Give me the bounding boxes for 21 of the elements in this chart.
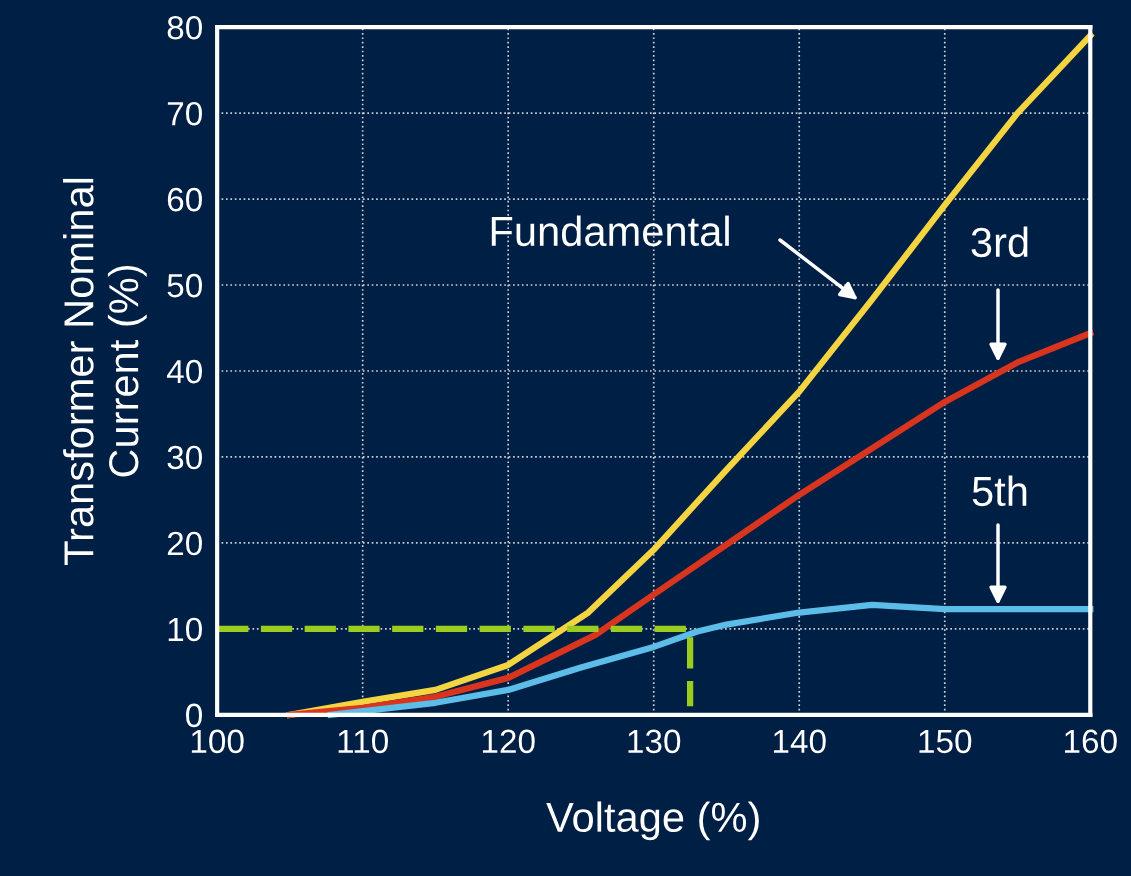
annotation: 3rd <box>971 226 1028 258</box>
x-tick-label: 100 <box>191 729 244 754</box>
y-tick-label: 50 <box>167 273 202 298</box>
x-tick-label: 140 <box>773 729 826 754</box>
y-tick-label: 0 <box>186 703 202 728</box>
x-tick-label: 150 <box>919 729 972 754</box>
y-tick-label: 70 <box>167 101 202 126</box>
x-tick-label: 120 <box>482 729 535 754</box>
y-tick-label: 40 <box>166 359 202 384</box>
y-tick-label: 80 <box>167 15 202 40</box>
y-tick-label: 20 <box>167 531 202 556</box>
y-tick-label: 30 <box>167 445 202 470</box>
x-axis-title: Voltage (%) <box>546 801 759 841</box>
x-tick-label: 160 <box>1065 729 1117 754</box>
annotation: Fundamental <box>491 215 729 247</box>
y-axis-title: Transformer Nominal Current (%) <box>63 178 147 565</box>
y-tick-label: 60 <box>167 187 202 212</box>
y-tick-label: 10 <box>168 617 202 642</box>
annotation: 5th <box>972 475 1027 507</box>
x-tick-label: 130 <box>628 729 681 754</box>
x-tick-label: 110 <box>338 729 388 754</box>
